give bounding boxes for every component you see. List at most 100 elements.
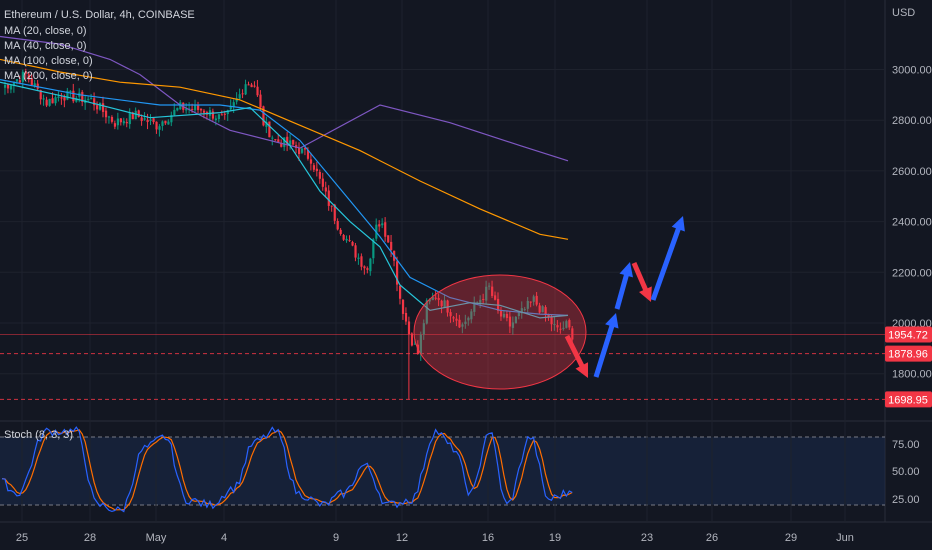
candle-body xyxy=(461,324,464,327)
candle-body xyxy=(422,323,425,335)
candle-body xyxy=(324,187,327,192)
candle-body xyxy=(247,84,250,86)
candle-body xyxy=(455,318,458,321)
candle-body xyxy=(238,94,241,99)
candle-body xyxy=(357,257,360,259)
price-tick-label: 1800.00 xyxy=(892,369,932,381)
candle-body xyxy=(194,105,197,111)
candle-body xyxy=(309,159,313,164)
candle-body xyxy=(199,108,203,111)
candle-body xyxy=(544,307,547,315)
candle-body xyxy=(502,313,506,318)
candle-body xyxy=(541,306,544,313)
candle-body xyxy=(494,295,497,300)
candle-body xyxy=(354,245,357,258)
candle-body xyxy=(12,81,16,86)
candle-body xyxy=(425,300,428,324)
candle-body xyxy=(110,116,114,122)
candle-body xyxy=(378,224,381,227)
candle-body xyxy=(259,94,262,108)
candle-body xyxy=(321,178,324,187)
candle-body xyxy=(229,105,232,110)
time-tick-label: 19 xyxy=(549,532,561,544)
candle-body xyxy=(125,121,128,124)
candle-body xyxy=(407,321,411,335)
candle-body xyxy=(428,299,431,302)
ma-legend: MA (20, close, 0) MA (40, close, 0) MA (… xyxy=(4,24,93,84)
price-tick-label: 2800.00 xyxy=(892,115,932,127)
candle-body xyxy=(384,222,387,237)
candle-body xyxy=(491,286,494,296)
candle-body xyxy=(479,299,482,304)
candle-body xyxy=(87,98,90,100)
candle-body xyxy=(140,117,143,122)
price-tag xyxy=(885,345,932,362)
candle-body xyxy=(488,285,491,287)
candle-body xyxy=(467,317,470,321)
candle-body xyxy=(333,204,336,221)
candle-body xyxy=(134,110,137,120)
consolidation-ellipse xyxy=(413,274,587,390)
candle-body xyxy=(45,99,48,106)
candle-body xyxy=(72,90,75,102)
candle-body xyxy=(48,98,51,106)
candle-body xyxy=(556,325,559,328)
candle-body xyxy=(499,309,503,317)
candle-body xyxy=(15,79,19,82)
candle-body xyxy=(283,137,286,147)
candle-body xyxy=(158,126,161,130)
candle-body xyxy=(119,118,122,123)
candle-body xyxy=(253,85,256,87)
price-tick-label: 2600.00 xyxy=(892,166,932,178)
candle-body xyxy=(99,102,102,110)
candle-body xyxy=(256,86,259,96)
candle-body xyxy=(419,334,422,355)
candle-body xyxy=(104,110,108,118)
time-tick-label: May xyxy=(146,532,167,544)
candle-body xyxy=(485,286,488,301)
candle-body xyxy=(470,311,473,320)
stoch-label: Stoch (8, 3, 3) xyxy=(4,429,74,441)
candle-body xyxy=(69,91,72,93)
candle-body xyxy=(173,109,176,116)
candle-body xyxy=(226,110,229,115)
candle-body xyxy=(167,121,170,125)
candle-body xyxy=(6,84,10,89)
candle-body xyxy=(547,314,550,318)
candle-body xyxy=(250,84,253,88)
candle-body xyxy=(149,119,152,121)
candle-body xyxy=(449,312,452,317)
candle-body xyxy=(265,121,268,127)
candle-body xyxy=(440,300,443,307)
candle-body xyxy=(312,165,316,170)
candle-body xyxy=(289,140,292,145)
candle-body xyxy=(336,220,339,230)
candle-body xyxy=(390,241,393,251)
price-tick-label: 2400.00 xyxy=(892,217,932,229)
candle-body xyxy=(366,268,369,270)
candle-body xyxy=(57,96,60,99)
candle-body xyxy=(214,118,218,121)
candle-body xyxy=(274,139,277,141)
candle-body xyxy=(211,111,215,119)
price-tick-label: 2200.00 xyxy=(892,267,932,279)
candle-body xyxy=(452,317,455,319)
candle-body xyxy=(342,234,345,240)
candle-body xyxy=(345,238,348,241)
candle-body xyxy=(220,114,223,116)
candle-body xyxy=(170,115,173,123)
stoch-d-line xyxy=(1,429,573,511)
time-tick-label: 23 xyxy=(641,532,653,544)
candle-body xyxy=(101,103,105,112)
candle-body xyxy=(96,105,99,110)
candle-body xyxy=(113,123,117,127)
candle-body xyxy=(553,323,556,325)
candle-body xyxy=(81,92,84,102)
candle-body xyxy=(3,84,7,88)
candle-body xyxy=(128,112,131,125)
candle-body xyxy=(36,83,39,89)
candle-body xyxy=(39,90,42,100)
candle-body xyxy=(550,316,553,325)
candle-body xyxy=(511,322,515,328)
